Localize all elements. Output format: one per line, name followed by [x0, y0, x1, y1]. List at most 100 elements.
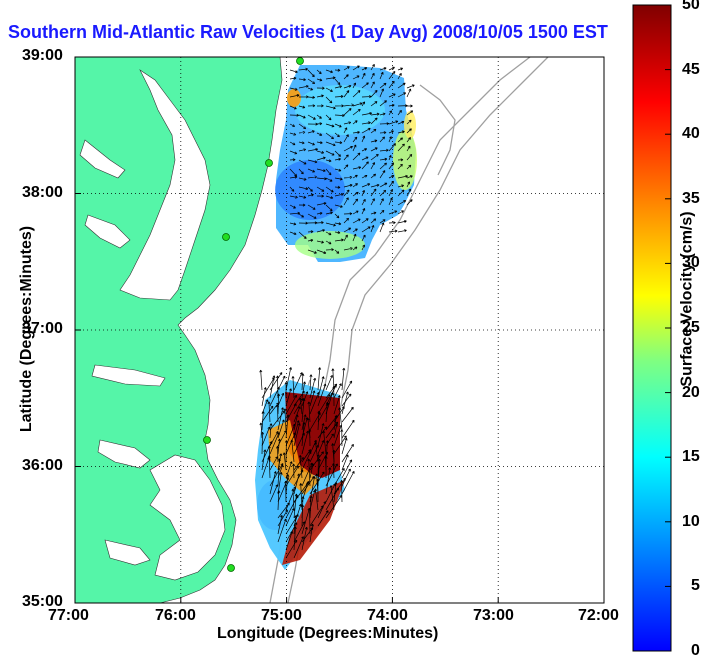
station-marker [296, 57, 304, 65]
velocity-arrow [361, 112, 373, 116]
velocity-arrow [316, 132, 323, 136]
velocity-arrow [316, 168, 326, 173]
velocity-arrow [397, 137, 403, 143]
velocity-arrow [343, 108, 352, 116]
colorbar-tick-label: 50 [682, 0, 700, 13]
velocity-arrow [298, 231, 307, 239]
velocity-arrow [277, 393, 281, 415]
velocity-arrow [341, 419, 355, 439]
velocity-arrow [316, 78, 323, 82]
velocity-arrow [289, 132, 297, 136]
velocity-arrow [361, 208, 366, 215]
velocity-arrow [307, 69, 315, 78]
velocity-arrow [307, 141, 315, 146]
velocity-arrow [289, 158, 296, 162]
velocity-arrow [343, 66, 350, 71]
velocity-arrow [276, 446, 280, 463]
y-tick-label: 38:00 [22, 184, 63, 201]
velocity-arrow [379, 67, 387, 71]
velocity-arrow [325, 211, 333, 215]
velocity-arrow [269, 410, 285, 431]
y-tick-label: 39:00 [22, 47, 63, 64]
colorbar-tick-label: 5 [691, 577, 700, 594]
velocity-arrow [388, 210, 398, 215]
velocity-arrow [352, 210, 359, 215]
velocity-arrow [343, 90, 350, 98]
velocity-arrow [379, 209, 385, 215]
velocity-arrow [397, 163, 403, 170]
velocity-arrow [289, 231, 297, 236]
velocity-arrow [325, 114, 332, 121]
velocity-arrow [333, 415, 338, 431]
velocity-arrow [361, 234, 366, 242]
velocity-arrow [379, 131, 387, 135]
velocity-arrow [370, 72, 375, 80]
velocity-arrow [267, 455, 271, 479]
velocity-arrow [309, 374, 313, 391]
velocity-arrow [261, 411, 265, 431]
velocity-arrow [379, 122, 390, 126]
velocity-arrow [267, 401, 271, 423]
velocity-arrow [397, 189, 405, 197]
velocity-arrow [334, 113, 345, 118]
velocity-arrow [298, 177, 307, 181]
velocity-arrow [361, 198, 366, 206]
velocity-arrow [293, 457, 304, 471]
velocity-arrow [301, 526, 308, 551]
velocity-arrow [352, 233, 357, 242]
velocity-arrow [334, 132, 340, 138]
velocity-arrow [370, 162, 375, 170]
velocity-arrow [277, 509, 288, 527]
velocity-arrow [379, 157, 388, 161]
velocity-arrow [316, 156, 326, 161]
velocity-arrow [293, 493, 298, 519]
velocity-arrow [325, 222, 336, 227]
velocity-arrow [341, 459, 353, 479]
velocity-arrow [361, 72, 366, 80]
velocity-arrow [341, 391, 349, 415]
velocity-arrow [334, 238, 344, 242]
colorbar-tick-label: 0 [691, 642, 700, 659]
velocity-arrow [406, 137, 411, 143]
velocity-arrow [307, 95, 315, 99]
velocity-arrow [276, 375, 280, 399]
velocity-arrow [361, 226, 371, 233]
velocity-arrow [307, 213, 317, 219]
velocity-arrow [298, 397, 303, 415]
velocity-arrow [379, 222, 385, 233]
velocity-arrow [397, 130, 405, 134]
velocity-arrow [361, 82, 369, 89]
velocity-arrow [285, 474, 290, 495]
velocity-arrow [341, 380, 353, 399]
velocity-arrow [343, 74, 349, 80]
velocity-arrow [343, 197, 349, 206]
velocity-arrow [352, 90, 361, 98]
y-tick-label: 36:00 [22, 457, 63, 474]
velocity-arrow [379, 162, 387, 170]
velocity-arrow [379, 189, 387, 197]
colorbar [632, 4, 672, 652]
velocity-arrow [316, 454, 320, 479]
velocity-arrow [406, 119, 412, 125]
velocity-arrow [343, 84, 352, 89]
velocity-arrow [334, 213, 340, 219]
velocity-arrow [317, 410, 321, 431]
velocity-arrow [301, 391, 309, 407]
velocity-arrow [406, 145, 411, 152]
velocity-arrow [325, 123, 335, 128]
velocity-arrow [284, 381, 288, 399]
velocity-arrow [277, 407, 284, 431]
velocity-arrow [317, 376, 325, 399]
velocity-arrow [352, 246, 358, 251]
velocity-arrow [307, 221, 318, 225]
velocity-arrow [317, 426, 328, 439]
velocity-arrow [352, 152, 361, 161]
velocity-arrow [277, 419, 285, 439]
velocity-arrow [352, 198, 359, 206]
velocity-arrow [325, 421, 339, 439]
velocity-arrow [397, 210, 404, 215]
velocity-arrow [406, 104, 413, 108]
velocity-arrow [343, 103, 354, 107]
velocity-arrow [352, 82, 357, 89]
velocity-arrow [316, 221, 324, 225]
